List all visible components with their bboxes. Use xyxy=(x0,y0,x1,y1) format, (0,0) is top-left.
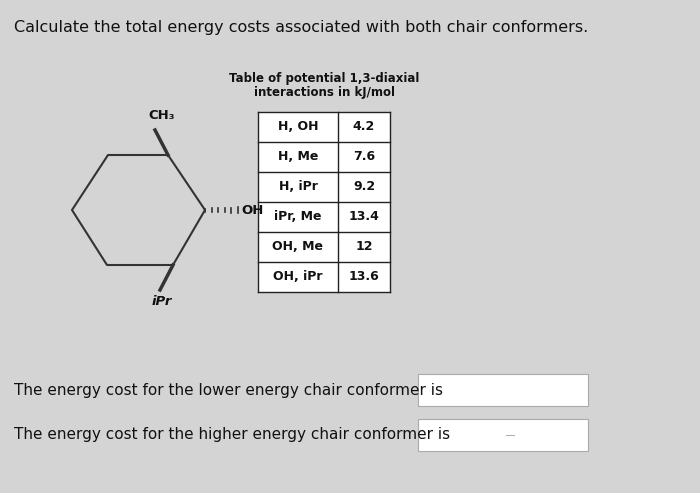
Text: interactions in kJ/mol: interactions in kJ/mol xyxy=(253,86,395,99)
Bar xyxy=(418,374,588,406)
Text: Calculate the total energy costs associated with both chair conformers.: Calculate the total energy costs associa… xyxy=(14,20,588,35)
Text: OH, Me: OH, Me xyxy=(272,241,323,253)
Text: 13.4: 13.4 xyxy=(349,211,379,223)
Bar xyxy=(258,202,390,232)
Text: 12: 12 xyxy=(355,241,372,253)
Text: iPr, Me: iPr, Me xyxy=(274,211,322,223)
Text: H, OH: H, OH xyxy=(278,120,318,134)
Text: OH: OH xyxy=(241,204,263,216)
Text: 7.6: 7.6 xyxy=(353,150,375,164)
Text: Table of potential 1,3-diaxial: Table of potential 1,3-diaxial xyxy=(229,72,419,85)
Text: The energy cost for the higher energy chair conformer is: The energy cost for the higher energy ch… xyxy=(14,427,450,443)
Bar xyxy=(258,172,390,202)
Bar xyxy=(258,112,390,142)
Text: The energy cost for the lower energy chair conformer is: The energy cost for the lower energy cha… xyxy=(14,383,443,397)
Bar xyxy=(258,232,390,262)
Text: OH, iPr: OH, iPr xyxy=(273,271,323,283)
Text: iPr: iPr xyxy=(152,295,172,308)
Bar xyxy=(258,262,390,292)
Bar xyxy=(258,142,390,172)
Text: CH₃: CH₃ xyxy=(148,109,174,122)
Bar xyxy=(418,419,588,451)
Text: 13.6: 13.6 xyxy=(349,271,379,283)
Text: H, iPr: H, iPr xyxy=(279,180,317,193)
Text: 4.2: 4.2 xyxy=(353,120,375,134)
Text: H, Me: H, Me xyxy=(278,150,318,164)
Text: 9.2: 9.2 xyxy=(353,180,375,193)
